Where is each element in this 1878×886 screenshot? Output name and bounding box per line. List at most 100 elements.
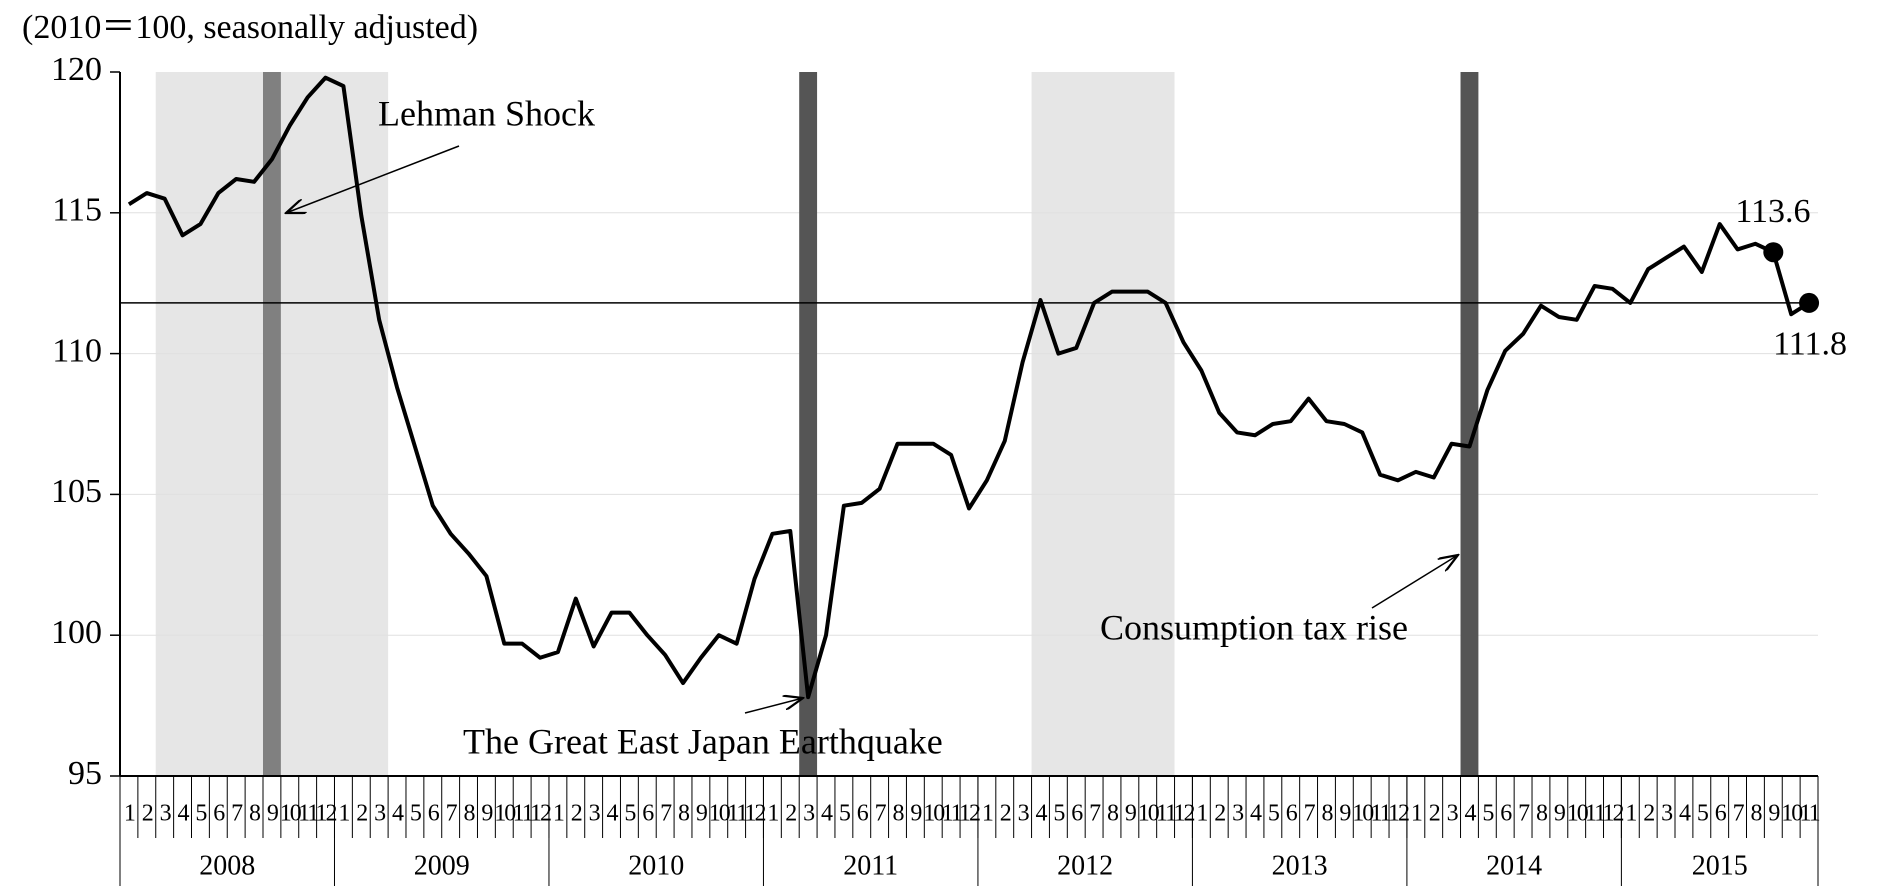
x-tick-label: 3 — [1232, 801, 1244, 827]
x-tick-label: 12 — [1173, 801, 1194, 827]
x-tick-label: 6 — [642, 801, 654, 827]
x-tick-label: 11 — [942, 801, 962, 827]
x-tick-label: 1 — [1411, 801, 1422, 827]
x-tick-label: 12 — [745, 801, 766, 827]
x-tick-label: 10 — [1781, 801, 1803, 827]
x-tick-label: 5 — [1053, 801, 1065, 827]
x-tick-label: 7 — [660, 801, 672, 827]
x-tick-label: 6 — [1715, 801, 1727, 827]
x-tick-label: 10 — [1352, 801, 1374, 827]
x-tick-label: 11 — [1371, 801, 1391, 827]
x-tick-label: 1 — [124, 801, 135, 827]
annotation: Consumption tax rise — [1100, 607, 1408, 647]
value-label: 113.6 — [1735, 193, 1810, 230]
x-tick-label: 4 — [1250, 801, 1262, 827]
x-tick-label: 4 — [392, 801, 404, 827]
annotation: The Great East Japan Earthquake — [463, 721, 943, 761]
x-tick-label: 8 — [1321, 801, 1333, 827]
x-tick-label: 3 — [1447, 801, 1459, 827]
x-tick-label: 1 — [1625, 801, 1636, 827]
y-tick-label: 105 — [51, 473, 102, 510]
x-tick-label: 7 — [1733, 801, 1745, 827]
x-tick-label: 1 — [338, 801, 349, 827]
x-tick-label: 4 — [821, 801, 833, 827]
x-tick-label: 11 — [1156, 801, 1176, 827]
x-tick-label: 2 — [1214, 801, 1225, 827]
x-tick-label: 2 — [1429, 801, 1440, 827]
end-marker — [1763, 242, 1784, 263]
x-tick-label: 5 — [410, 801, 422, 827]
x-tick-label: 2 — [356, 801, 367, 827]
y-tick-label: 120 — [51, 51, 102, 88]
x-tick-label: 10 — [280, 801, 302, 827]
x-tick-label: 9 — [910, 801, 922, 827]
x-tick-label: 2 — [142, 801, 153, 827]
x-tick-label: 3 — [1661, 801, 1673, 827]
x-tick-label: 7 — [1518, 801, 1530, 827]
x-tick-label: 6 — [1071, 801, 1083, 827]
year-label: 2008 — [199, 850, 255, 881]
x-tick-label: 2 — [1000, 801, 1011, 827]
x-tick-label: 3 — [1018, 801, 1030, 827]
x-tick-label: 6 — [1500, 801, 1512, 827]
x-tick-label: 7 — [1089, 801, 1101, 827]
x-tick-label: 4 — [1679, 801, 1691, 827]
year-label: 2012 — [1057, 850, 1113, 881]
x-tick-label: 10 — [1138, 801, 1160, 827]
x-tick-label: 5 — [195, 801, 207, 827]
x-tick-label: 8 — [1750, 801, 1762, 827]
annotation-arrow — [744, 698, 803, 714]
event-bar — [262, 72, 281, 776]
year-label: 2010 — [628, 850, 684, 881]
x-tick-label: 9 — [481, 801, 493, 827]
x-tick-label: 5 — [1697, 801, 1709, 827]
event-bar — [799, 72, 818, 776]
event-bar — [1460, 72, 1479, 776]
x-tick-label: 8 — [1107, 801, 1119, 827]
x-tick-label: 8 — [1536, 801, 1548, 827]
y-tick-label: 100 — [51, 614, 102, 651]
x-tick-label: 5 — [839, 801, 851, 827]
x-tick-label: 4 — [1035, 801, 1047, 827]
x-tick-label: 9 — [1125, 801, 1137, 827]
x-tick-label: 8 — [678, 801, 690, 827]
x-tick-label: 1 — [553, 801, 564, 827]
x-tick-label: 1 — [1196, 801, 1207, 827]
x-tick-label: 12 — [959, 801, 980, 827]
x-tick-label: 9 — [1339, 801, 1351, 827]
year-label: 2011 — [843, 850, 898, 881]
x-tick-label: 12 — [1388, 801, 1409, 827]
x-tick-label: 9 — [267, 801, 279, 827]
x-tick-label: 4 — [1464, 801, 1476, 827]
x-tick-label: 7 — [1304, 801, 1316, 827]
x-tick-label: 5 — [624, 801, 636, 827]
x-tick-label: 11 — [513, 801, 533, 827]
x-tick-label: 9 — [696, 801, 708, 827]
y-tick-label: 95 — [68, 755, 102, 792]
year-label: 2013 — [1272, 850, 1328, 881]
y-tick-label: 110 — [52, 332, 102, 369]
x-tick-label: 3 — [589, 801, 601, 827]
y-tick-label: 115 — [52, 192, 102, 229]
annotation-arrow — [286, 145, 460, 213]
x-tick-label: 9 — [1554, 801, 1566, 827]
x-tick-label: 2 — [785, 801, 796, 827]
annotation-arrow — [1371, 555, 1458, 609]
x-tick-label: 7 — [446, 801, 458, 827]
x-tick-label: 6 — [428, 801, 440, 827]
x-tick-label: 10 — [1567, 801, 1589, 827]
annotation: Lehman Shock — [378, 93, 595, 133]
x-tick-label: 12 — [530, 801, 551, 827]
x-tick-label: 8 — [893, 801, 905, 827]
x-tick-label: 4 — [178, 801, 190, 827]
x-tick-label: 3 — [803, 801, 815, 827]
x-tick-label: 3 — [160, 801, 172, 827]
x-tick-label: 12 — [316, 801, 337, 827]
x-tick-label: 2 — [1643, 801, 1654, 827]
x-tick-label: 7 — [875, 801, 887, 827]
year-label: 2009 — [414, 850, 470, 881]
x-tick-label: 1 — [767, 801, 778, 827]
data-line — [127, 75, 1811, 700]
x-tick-label: 2 — [571, 801, 582, 827]
